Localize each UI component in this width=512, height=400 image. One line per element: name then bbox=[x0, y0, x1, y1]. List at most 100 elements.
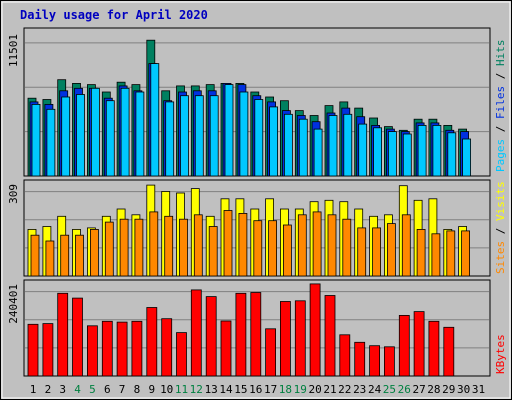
bar-sites-day-5 bbox=[90, 228, 99, 277]
bar-pages-day-20 bbox=[313, 128, 323, 177]
bar-pages-day-4 bbox=[76, 94, 85, 177]
x-tick-label-12: 12 bbox=[190, 383, 203, 396]
bar-pages-day-22 bbox=[343, 113, 353, 177]
bar-sites-day-30 bbox=[461, 230, 471, 277]
x-tick-label-6: 6 bbox=[104, 383, 111, 396]
bar-pages-day-29 bbox=[447, 132, 457, 177]
bar-sites-day-22 bbox=[342, 218, 352, 277]
ymax-label-top: 11501 bbox=[7, 34, 20, 67]
bar-sites-day-18 bbox=[282, 224, 292, 277]
x-tick-label-27: 27 bbox=[412, 383, 425, 396]
bar-sites-day-21 bbox=[327, 214, 337, 277]
bar-kbytes-day-2 bbox=[42, 323, 54, 377]
bar-sites-day-11 bbox=[179, 218, 188, 277]
bar-pages-day-21 bbox=[328, 115, 338, 177]
bar-pages-day-25 bbox=[387, 131, 397, 177]
bar-sites-day-2 bbox=[45, 240, 55, 277]
label-sites: Sites bbox=[494, 241, 507, 274]
bar-kbytes-day-29 bbox=[443, 326, 455, 377]
x-tick-label-31: 31 bbox=[472, 383, 485, 396]
x-tick-label-9: 9 bbox=[148, 383, 155, 396]
bar-sites-day-28 bbox=[431, 233, 441, 277]
x-tick-label-29: 29 bbox=[442, 383, 455, 396]
bar-kbytes-day-1 bbox=[27, 323, 39, 377]
x-tick-label-14: 14 bbox=[219, 383, 233, 396]
bar-kbytes-day-25 bbox=[383, 346, 395, 377]
bar-sites-day-27 bbox=[416, 228, 426, 277]
bar-sites-day-7 bbox=[119, 218, 129, 277]
bar-kbytes-day-28 bbox=[428, 320, 440, 377]
bar-sites-day-25 bbox=[386, 223, 396, 277]
x-tick-label-28: 28 bbox=[427, 383, 440, 396]
bar-kbytes-day-3 bbox=[57, 292, 69, 377]
x-tick-label-19: 19 bbox=[294, 383, 307, 396]
bar-pages-day-6 bbox=[105, 100, 115, 177]
bar-pages-day-27 bbox=[417, 125, 427, 177]
label-hits: Hits bbox=[494, 40, 507, 67]
bar-kbytes-day-12 bbox=[190, 289, 202, 377]
bar-pages-day-24 bbox=[373, 127, 383, 177]
bar-sites-day-15 bbox=[238, 212, 248, 277]
bar-kbytes-day-18 bbox=[279, 301, 291, 377]
bar-kbytes-day-20 bbox=[309, 283, 321, 377]
bar-pages-day-2 bbox=[46, 108, 56, 177]
x-tick-label-20: 20 bbox=[308, 383, 321, 396]
bar-pages-day-7 bbox=[120, 87, 130, 177]
bar-sites-day-9 bbox=[149, 211, 159, 277]
bar-kbytes-day-11 bbox=[176, 332, 187, 377]
bar-sites-day-16 bbox=[253, 220, 263, 277]
x-tick-label-21: 21 bbox=[323, 383, 336, 396]
bar-sites-day-3 bbox=[60, 234, 70, 277]
x-tick-label-18: 18 bbox=[279, 383, 292, 396]
bar-kbytes-day-4 bbox=[72, 297, 83, 377]
ymax-label-bot: 240401 bbox=[7, 284, 20, 324]
x-tick-label-22: 22 bbox=[338, 383, 351, 396]
x-tick-label-10: 10 bbox=[160, 383, 173, 396]
bar-sites-day-12 bbox=[193, 214, 203, 277]
x-tick-label-25: 25 bbox=[383, 383, 396, 396]
right-label-top: Pages / Files / Hits bbox=[494, 40, 507, 173]
label-visits: Visits bbox=[494, 181, 507, 221]
bar-pages-day-19 bbox=[298, 118, 308, 177]
bar-pages-day-14 bbox=[224, 84, 234, 177]
bar-kbytes-day-22 bbox=[339, 334, 351, 377]
bar-kbytes-day-9 bbox=[146, 307, 158, 377]
bar-kbytes-day-14 bbox=[220, 320, 232, 377]
bar-pages-day-17 bbox=[269, 106, 279, 177]
x-tick-label-4: 4 bbox=[74, 383, 81, 396]
bar-sites-day-10 bbox=[164, 215, 174, 277]
x-tick-label-24: 24 bbox=[368, 383, 382, 396]
ymax-label-mid: 309 bbox=[7, 184, 20, 204]
bar-kbytes-day-7 bbox=[116, 321, 128, 377]
bar-kbytes-day-27 bbox=[413, 311, 425, 377]
bar-sites-day-8 bbox=[134, 218, 144, 277]
bar-pages-day-1 bbox=[31, 104, 41, 177]
bar-sites-day-23 bbox=[357, 227, 367, 277]
bar-pages-day-12 bbox=[194, 95, 204, 177]
bar-pages-day-26 bbox=[402, 133, 412, 177]
bar-sites-day-20 bbox=[312, 211, 322, 277]
x-tick-label-13: 13 bbox=[205, 383, 218, 396]
right-label-bot: KBytes bbox=[494, 334, 507, 374]
bar-kbytes-day-23 bbox=[354, 341, 366, 377]
bar-kbytes-day-26 bbox=[398, 314, 410, 377]
x-tick-label-23: 23 bbox=[353, 383, 366, 396]
bar-kbytes-day-5 bbox=[87, 325, 98, 377]
label-sep-2: / bbox=[494, 66, 507, 86]
x-axis-labels: 1 2 3 4 5 6 7 8 9 10 11 12 13 14 15 16 17 18 19 20 21 22 23 24 2… bbox=[30, 383, 485, 396]
bar-kbytes-day-19 bbox=[294, 300, 306, 377]
x-tick-label-15: 15 bbox=[234, 383, 247, 396]
bar-sites-day-29 bbox=[446, 230, 456, 277]
x-tick-label-5: 5 bbox=[89, 383, 96, 396]
x-tick-label-8: 8 bbox=[134, 383, 141, 396]
bar-pages-day-15 bbox=[239, 91, 249, 177]
x-tick-label-26: 26 bbox=[398, 383, 411, 396]
x-tick-label-11: 11 bbox=[175, 383, 188, 396]
label-sep-3: / bbox=[494, 221, 507, 241]
x-tick-label-30: 30 bbox=[457, 383, 470, 396]
bar-kbytes-day-24 bbox=[369, 345, 381, 377]
bar-pages-day-11 bbox=[180, 95, 189, 177]
bar-sites-day-17 bbox=[268, 220, 278, 277]
bar-sites-day-1 bbox=[30, 234, 40, 277]
bar-pages-day-28 bbox=[432, 125, 442, 177]
